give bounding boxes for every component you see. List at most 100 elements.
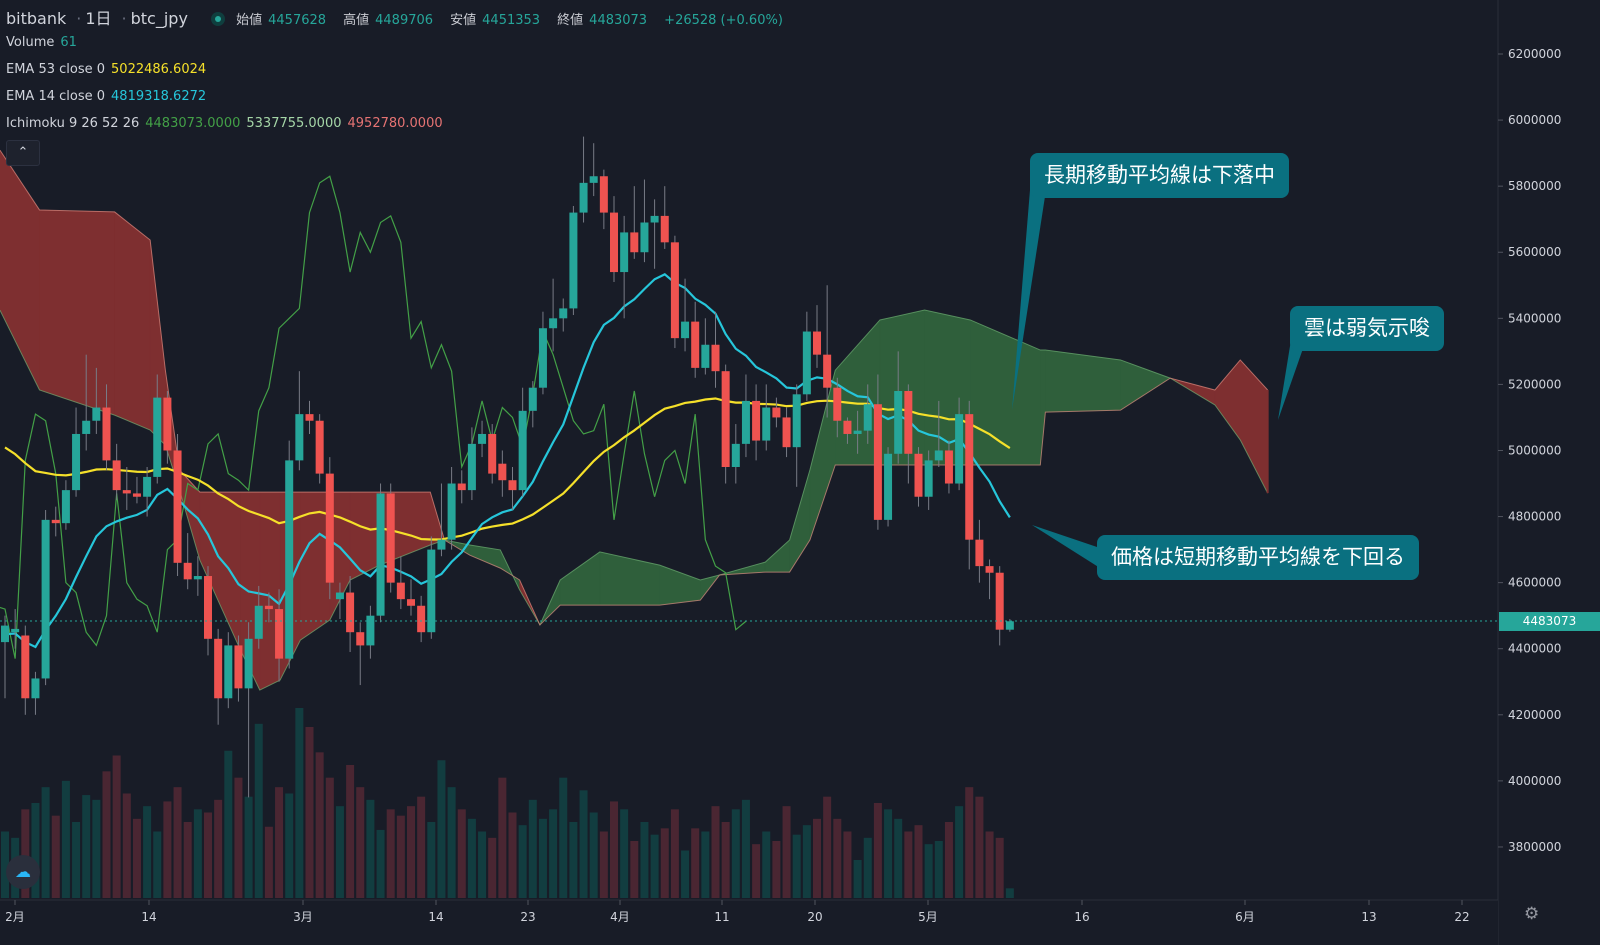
candle-body xyxy=(782,417,791,448)
collapse-legend-button[interactable]: ⌃ xyxy=(6,140,40,166)
candle-body xyxy=(914,453,923,497)
candle-body xyxy=(813,331,821,355)
price-axis[interactable] xyxy=(1498,0,1600,945)
cloud-segment xyxy=(0,149,40,391)
cloud-segment xyxy=(1045,349,1121,413)
volume-bar xyxy=(640,822,649,898)
volume-bar xyxy=(102,771,111,898)
candle-body xyxy=(884,453,893,520)
volume-bar xyxy=(173,787,182,898)
volume-bar xyxy=(21,809,30,898)
volume-bar xyxy=(275,787,284,898)
volume-bar xyxy=(112,755,121,898)
callout-pointer-cloud xyxy=(1278,340,1306,420)
price-tick-label: 5200000 xyxy=(1508,377,1561,391)
candle-body xyxy=(467,443,476,491)
candle-body xyxy=(132,493,141,497)
volume-bar xyxy=(955,806,964,898)
candle-body xyxy=(214,638,223,699)
volume-bar xyxy=(599,831,608,898)
market-status-icon xyxy=(211,12,226,26)
time-tick-label: 4月 xyxy=(610,910,630,924)
volume-bar xyxy=(944,822,953,898)
candle-body xyxy=(762,407,771,441)
candle-body xyxy=(437,539,446,550)
volume-bar xyxy=(244,796,253,898)
candle-body xyxy=(518,410,527,491)
candle-body xyxy=(873,404,882,520)
volume-bar xyxy=(51,815,60,898)
candle-body xyxy=(620,232,629,273)
candle-body xyxy=(285,460,294,659)
candle-body xyxy=(681,321,690,339)
volume-bar xyxy=(335,806,344,898)
candle-body xyxy=(731,443,740,467)
time-tick-label: 16 xyxy=(1074,910,1089,924)
callout-long-ema-falling: 長期移動平均線は下落中 xyxy=(1030,153,1289,198)
volume-bar xyxy=(437,760,446,898)
settings-gear-icon[interactable]: ⚙ xyxy=(1524,904,1540,924)
callout-pointer-long-ema xyxy=(1012,190,1046,410)
volume-bar xyxy=(427,822,436,898)
volume-bar xyxy=(478,831,487,898)
ema53-label: EMA 53 close 0 xyxy=(6,62,106,77)
high-value: 4489706 xyxy=(375,13,434,28)
volume-bar xyxy=(660,828,669,898)
time-tick-label: 13 xyxy=(1361,910,1376,924)
volume-bar xyxy=(610,801,618,898)
symbol-header[interactable]: bitbank · 1日 · btc_jpy 始値 4457628 高値 4489706 安… xyxy=(6,9,783,28)
candle-body xyxy=(163,397,172,451)
change-value: +26528 (+0.60%) xyxy=(664,13,783,28)
candle-body xyxy=(143,476,152,497)
cloud-logo-icon[interactable]: ☁ xyxy=(6,855,40,889)
candle-body xyxy=(934,450,943,461)
candle-body xyxy=(92,407,101,421)
candle-body xyxy=(721,371,730,467)
candle-body xyxy=(589,176,598,183)
candle-body xyxy=(447,483,456,540)
low-label: 安値 xyxy=(450,13,477,28)
candle-body xyxy=(843,420,852,434)
volume-bar xyxy=(315,752,324,898)
candle-body xyxy=(670,242,679,339)
candle-body xyxy=(863,404,872,431)
ichimoku-value-1: 4483073.0000 xyxy=(145,116,241,131)
cloud-segment xyxy=(1040,349,1046,466)
time-axis[interactable] xyxy=(0,900,1498,945)
candle-body xyxy=(752,400,761,441)
callout-pointers xyxy=(1012,190,1306,568)
candle-body xyxy=(894,391,903,454)
volume-bar xyxy=(193,809,202,898)
volume-legend[interactable]: Volume 61 xyxy=(6,35,83,50)
callout-cloud-bearish: 雲は弱気示唆 xyxy=(1290,306,1444,351)
volume-bar xyxy=(995,837,1004,898)
volume-bar xyxy=(711,806,720,898)
price-tick-label: 3800000 xyxy=(1508,840,1561,854)
callout-pointer-price xyxy=(1032,525,1100,568)
volume-bar xyxy=(234,777,243,898)
volume-bar xyxy=(731,809,740,898)
volume-bar xyxy=(122,793,131,898)
cloud-segment xyxy=(970,319,1041,466)
candle-body xyxy=(944,450,953,484)
ema53-legend[interactable]: EMA 53 close 0 5022486.6024 xyxy=(6,62,212,77)
volume-bar xyxy=(681,850,690,898)
candle-body xyxy=(569,212,578,309)
candle-body xyxy=(711,344,720,372)
volume-label: Volume xyxy=(6,35,55,50)
candle-body xyxy=(275,609,284,659)
volume-bar xyxy=(31,803,40,898)
volume-value: 61 xyxy=(60,35,77,50)
price-axis-ticks: 6200000 6000000 5800000 5600000 5400000 52000… xyxy=(1498,47,1561,854)
candle-body xyxy=(244,638,253,689)
volume-bar xyxy=(792,834,801,898)
ichimoku-legend[interactable]: Ichimoku 9 26 52 26 4483073.0000 5337755.0… xyxy=(6,116,449,131)
volume-bar xyxy=(498,777,507,898)
volume-bar xyxy=(843,831,852,898)
candle-body xyxy=(224,645,233,699)
volume-bar xyxy=(508,812,517,898)
price-tick-label: 4200000 xyxy=(1508,708,1561,722)
ema14-legend[interactable]: EMA 14 close 0 4819318.6272 xyxy=(6,89,212,104)
interval[interactable]: 1日 xyxy=(85,9,112,28)
